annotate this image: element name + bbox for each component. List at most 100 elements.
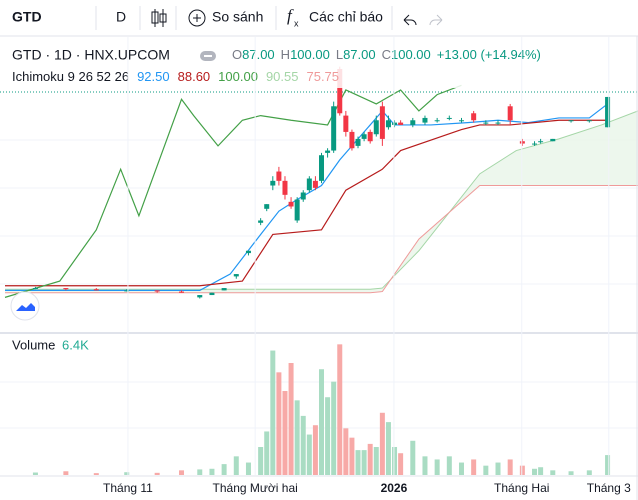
ohlc-label: C	[382, 47, 391, 62]
legend-title: GTD · 1D · HNX.UPCOM	[12, 47, 170, 63]
candle-body	[270, 180, 276, 186]
compare-button[interactable]: So sánh	[212, 9, 263, 25]
x-tick-label: Tháng Hai	[494, 481, 549, 495]
legend-backdrop	[0, 44, 500, 88]
indicator-value: 88.60	[178, 69, 211, 84]
candle-body	[495, 122, 501, 124]
x-tick-label: Tháng 11	[103, 481, 153, 495]
volume-bar	[221, 464, 227, 475]
ohlc-value: 100.00	[290, 47, 330, 62]
volume-bar	[349, 437, 355, 475]
volume-bar	[410, 440, 416, 475]
volume-bar	[355, 450, 361, 475]
volume-bar	[471, 459, 477, 475]
volume-bar	[385, 422, 391, 475]
volume-bar	[483, 465, 489, 475]
volume-bar	[270, 350, 276, 475]
volume-bar	[306, 434, 312, 475]
candle-body	[288, 201, 294, 207]
volume-bar	[93, 473, 99, 475]
volume-bar	[434, 459, 440, 475]
compare-icon[interactable]	[188, 9, 206, 27]
candle-body	[124, 290, 130, 292]
indicators-button[interactable]: Các chỉ báo	[309, 9, 383, 25]
volume-bar	[300, 415, 306, 475]
candle-body	[245, 250, 251, 254]
ohlc-label: L	[336, 47, 343, 62]
indicator-value: 75.75	[306, 69, 339, 84]
volume-bar	[519, 465, 525, 475]
candle-body	[483, 122, 489, 124]
x-tick-label: Tháng 3	[587, 481, 631, 495]
candle-body	[325, 150, 331, 153]
ichimoku-line	[4, 84, 462, 298]
volume-bar	[367, 443, 373, 475]
volume-bar	[495, 462, 501, 475]
volume-bar	[276, 372, 282, 475]
indicator-value: 90.55	[266, 69, 299, 84]
volume-bar	[32, 472, 38, 475]
candle-body	[179, 291, 185, 293]
candle-body	[282, 180, 288, 195]
volume-bar	[605, 455, 611, 475]
ohlc-value: 87.00	[343, 47, 376, 62]
candle-body	[392, 122, 398, 125]
candle-body	[398, 122, 404, 125]
undo-button[interactable]	[403, 14, 417, 26]
candle-body	[410, 120, 416, 125]
ohlc-value: 87.00	[242, 47, 275, 62]
volume-bar	[264, 431, 270, 475]
candle-body	[233, 274, 239, 277]
candle-body	[294, 199, 300, 221]
redo-button[interactable]	[429, 14, 443, 26]
candle-body	[471, 113, 477, 121]
indicators-icon-sub: x	[294, 18, 299, 28]
volume-bar	[154, 472, 160, 475]
interval-button[interactable]: D	[116, 9, 126, 25]
volume-bar	[538, 467, 544, 475]
candle-body	[586, 120, 592, 122]
ohlc-label: H	[281, 47, 290, 62]
volume-bar	[507, 459, 513, 475]
volume-bar	[458, 462, 464, 475]
candle-body	[605, 96, 611, 128]
candle-body	[568, 120, 574, 122]
candle-body	[32, 288, 38, 290]
candle-body	[221, 288, 227, 291]
volume-bar	[532, 468, 538, 475]
candle-body	[349, 131, 355, 149]
volume-bar	[258, 447, 264, 475]
volume-bar	[343, 428, 349, 475]
volume-label: Volume	[12, 337, 55, 352]
candle-body	[63, 288, 69, 290]
candle-body	[312, 180, 318, 188]
candle-body	[355, 138, 361, 146]
chart-type-icon[interactable]	[151, 9, 167, 27]
symbol-button[interactable]: GTD	[12, 9, 42, 25]
candle-body	[532, 143, 538, 145]
span-a-line	[5, 110, 638, 290]
volume-bar	[319, 369, 324, 475]
candle-body	[264, 204, 270, 209]
volume-bar	[294, 400, 300, 475]
candle-body	[458, 120, 464, 122]
cloud-button[interactable]	[10, 291, 40, 321]
ohlc-value: 100.00	[391, 47, 431, 62]
volume-value: 6.4K	[62, 337, 89, 352]
candle-body	[422, 117, 428, 123]
ohlc-change: +13.00 (+14.94%)	[437, 47, 541, 62]
candle-body	[550, 138, 556, 142]
candle-body	[385, 120, 391, 128]
volume-bar	[550, 470, 556, 475]
indicators-icon[interactable]: f	[287, 6, 294, 25]
candle-body	[93, 289, 99, 291]
candle-body	[154, 290, 160, 292]
volume-bar	[392, 447, 398, 475]
candle-body	[519, 141, 525, 144]
toolbar: GTD D So sánh f x Các chỉ báo	[0, 6, 638, 37]
volume-bar	[197, 469, 203, 475]
volume-bar	[312, 425, 318, 475]
volume-bar	[586, 470, 592, 475]
indicator-name: Ichimoku 9 26 52 26	[12, 69, 129, 84]
